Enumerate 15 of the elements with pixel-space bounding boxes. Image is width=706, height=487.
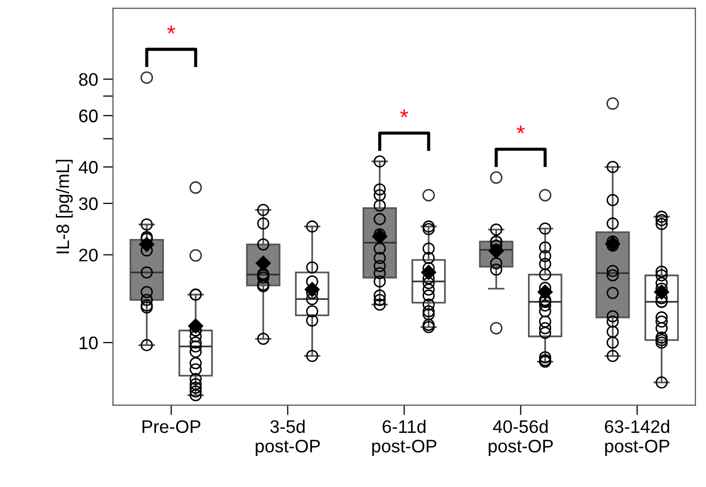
x-tick-label: 3-5d post-OP [256, 420, 320, 456]
y-tick-label: 40 [78, 160, 98, 174]
x-tick-label: Pre-OP [142, 420, 200, 434]
y-tick-label: 10 [80, 336, 98, 350]
x-tick-label: 63-142d post-OP [604, 420, 670, 456]
y-tick-label: 80 [79, 73, 98, 86]
annotation: * [516, 126, 525, 134]
y-tick-label: 30 [78, 197, 98, 210]
y-tick-label: 20 [79, 248, 98, 262]
y-axis-title: IL-8 [pg/mL] [56, 160, 73, 254]
annotation: * [167, 26, 176, 34]
x-tick-label: 40-56d post-OP [488, 420, 553, 456]
annotation: * [400, 109, 408, 118]
x-tick-label: 6-11d post-OP [372, 420, 436, 456]
y-tick-label: 60 [79, 110, 98, 122]
